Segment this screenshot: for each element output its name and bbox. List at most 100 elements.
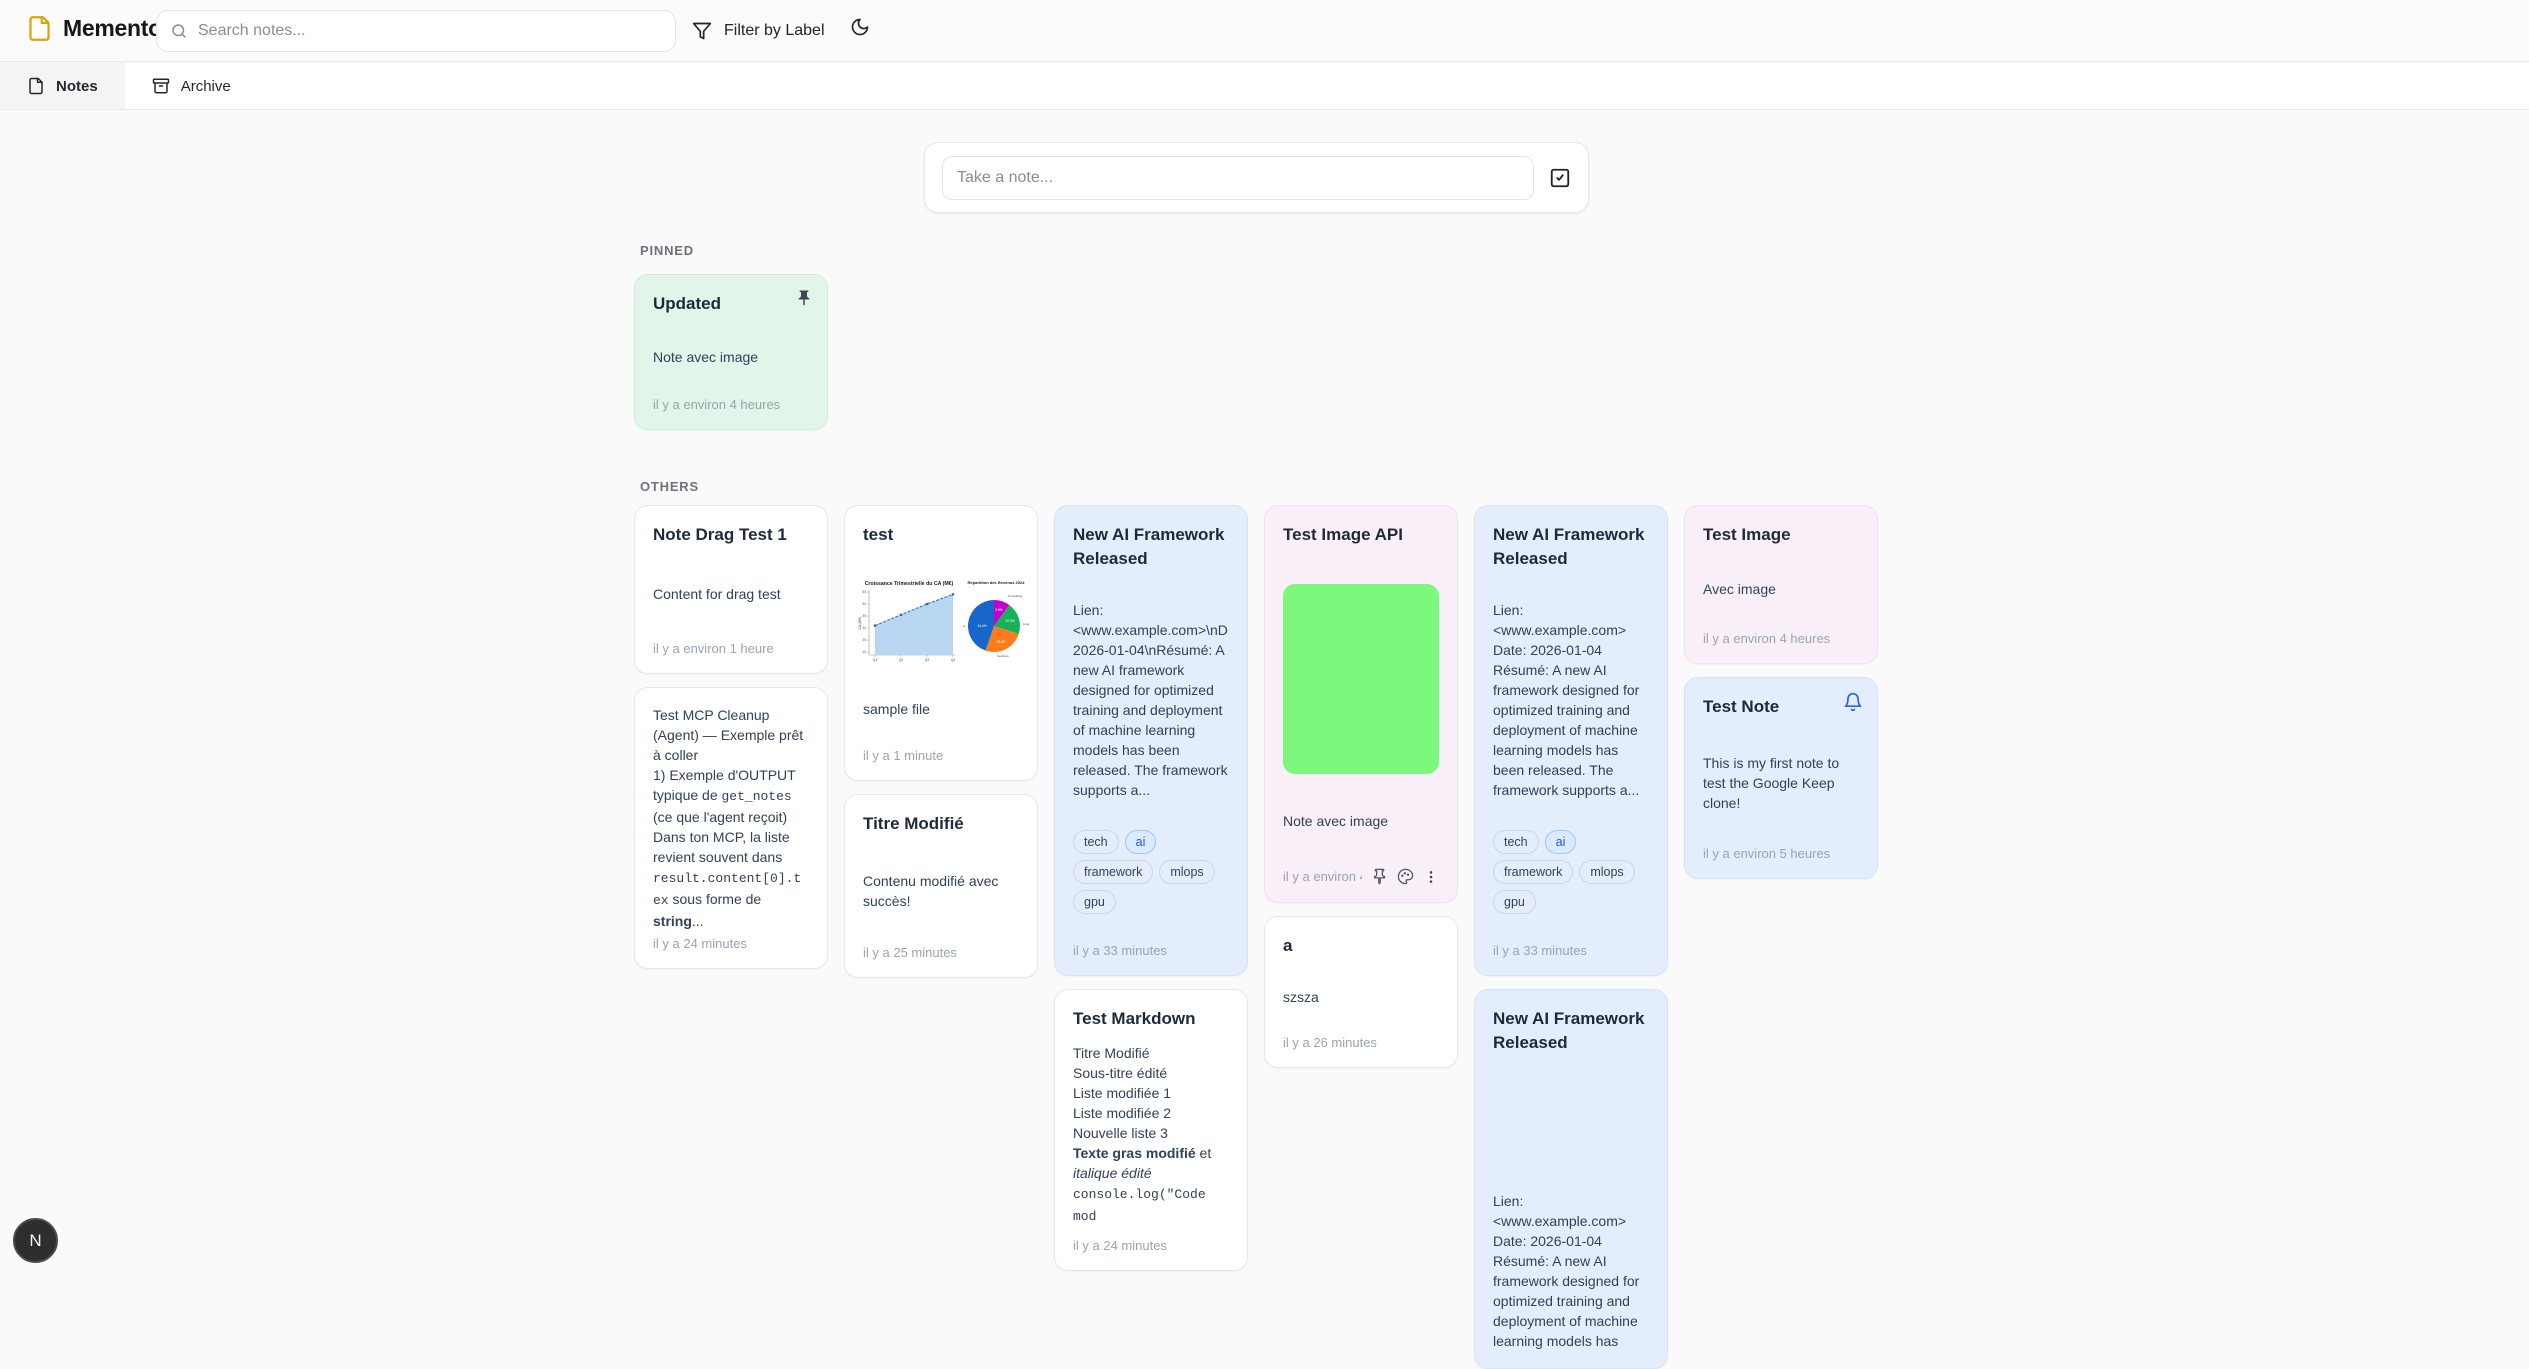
- take-a-note-composer: [924, 142, 1589, 213]
- svg-text:Q4: Q4: [951, 658, 956, 662]
- file-icon: [27, 77, 45, 95]
- dark-mode-toggle[interactable]: [850, 17, 870, 37]
- tag-chip[interactable]: framework: [1493, 859, 1574, 884]
- note-content: Note avec image: [1283, 813, 1389, 829]
- note-content-bold: string: [653, 913, 692, 929]
- tag-chip[interactable]: tech: [1493, 829, 1539, 854]
- note-title: Updated: [653, 294, 721, 313]
- tag-chip-ai[interactable]: ai: [1544, 829, 1577, 854]
- filter-by-label-button[interactable]: Filter by Label: [692, 15, 825, 47]
- note-card-ai-framework-3[interactable]: New AI Framework Released Lien: <www.exa…: [1474, 989, 1668, 1369]
- pie-chart-thumbnail: Répartition des Revenus 2024 Consulting …: [963, 580, 1029, 658]
- note-card-test[interactable]: test Croissance Trimestrielle du CA (M€)…: [844, 505, 1038, 781]
- note-title: Note Drag Test 1: [653, 525, 787, 544]
- tab-notes[interactable]: Notes: [0, 63, 125, 109]
- note-content: Avec image: [1703, 581, 1776, 597]
- note-tags: tech ai framework mlops gpu: [1493, 829, 1649, 914]
- note-card-a[interactable]: a szsza il y a 26 minutes: [1264, 916, 1458, 1068]
- note-footer: il y a environ 4 heures: [1283, 868, 1439, 885]
- reminder-bell-icon: [1843, 692, 1863, 712]
- note-title: Titre Modifié: [863, 814, 964, 833]
- note-card-updated[interactable]: Updated Note avec image il y a environ 4…: [634, 274, 828, 430]
- note-card-test-image[interactable]: Test Image Avec image il y a environ 4 h…: [1684, 505, 1878, 664]
- note-title: Test Image: [1703, 525, 1791, 544]
- note-content: This is my first note to test the Google…: [1703, 754, 1844, 811]
- note-title: test: [863, 525, 894, 544]
- notes-column-4: Test Image API Note avec image il y a en…: [1264, 505, 1458, 1369]
- svg-text:50: 50: [862, 602, 866, 606]
- note-content: Titre Modifié Sous-titre édité Liste mod…: [1073, 1043, 1229, 1227]
- note-tags: tech ai framework mlops gpu: [1073, 829, 1229, 914]
- tag-chip[interactable]: framework: [1073, 859, 1154, 884]
- note-timestamp: il y a 24 minutes: [1073, 1238, 1167, 1253]
- note-card-test-image-api[interactable]: Test Image API Note avec image il y a en…: [1264, 505, 1458, 903]
- notes-column-6: Test Image Avec image il y a environ 4 h…: [1684, 505, 1878, 1369]
- take-a-note-input[interactable]: [942, 155, 1534, 200]
- note-content: sample file: [863, 701, 930, 718]
- tag-chip[interactable]: gpu: [1073, 889, 1116, 914]
- avatar-initial: N: [29, 1230, 42, 1250]
- svg-text:Q1: Q1: [873, 658, 878, 662]
- note-content: Test MCP Cleanup (Agent) — Exemple prêt …: [653, 705, 809, 931]
- note-title: New AI Framework Released: [1493, 1009, 1645, 1052]
- note-content: Lien: <www.example.com> Date: 2026-01-04…: [1493, 1193, 1640, 1349]
- note-title: a: [1283, 936, 1293, 955]
- note-content-part: (ce que l'agent reçoit) Dans ton MCP, la…: [653, 809, 790, 865]
- tag-chip[interactable]: tech: [1073, 829, 1119, 854]
- view-tabbar: Notes Archive: [0, 63, 2529, 110]
- pin-icon: [1371, 868, 1388, 885]
- svg-text:Consulting: Consulting: [1008, 594, 1023, 598]
- note-card-drag-test[interactable]: Note Drag Test 1 Content for drag test i…: [634, 505, 828, 674]
- tag-chip[interactable]: gpu: [1493, 889, 1536, 914]
- svg-text:40: 40: [862, 614, 866, 618]
- notes-column-2: test Croissance Trimestrielle du CA (M€)…: [844, 505, 1038, 1369]
- notes-column-3: New AI Framework Released Lien: <www.exa…: [1054, 505, 1248, 1369]
- user-avatar-button[interactable]: N: [13, 1218, 58, 1263]
- others-section-label: OTHERS: [640, 479, 699, 494]
- note-content: szsza: [1283, 988, 1319, 1005]
- archive-icon: [152, 77, 170, 95]
- svg-text:Q2: Q2: [899, 658, 904, 662]
- svg-text:Produits: Produits: [963, 624, 965, 628]
- note-content: Lien: <www.example.com>\nD 2026-01-04\nR…: [1073, 602, 1232, 799]
- tab-notes-label: Notes: [56, 77, 98, 95]
- notes-column-5: New AI Framework Released Lien: <www.exa…: [1474, 505, 1668, 1369]
- svg-text:30: 30: [862, 626, 866, 630]
- tag-chip[interactable]: mlops: [1579, 859, 1635, 884]
- note-card-test-note[interactable]: Test Note This is my first note to test …: [1684, 677, 1878, 879]
- moon-icon: [850, 17, 870, 37]
- tag-chip[interactable]: mlops: [1159, 859, 1215, 884]
- app-title: Memento: [63, 15, 162, 41]
- note-content-code: console.log("Code mod: [1073, 1186, 1214, 1224]
- note-card-titre-modifie[interactable]: Titre Modifié Contenu modifié avec succè…: [844, 794, 1038, 978]
- note-menu-button[interactable]: [1423, 869, 1439, 885]
- note-title: New AI Framework Released: [1493, 525, 1645, 568]
- tab-archive[interactable]: Archive: [125, 63, 258, 109]
- note-color-button[interactable]: [1397, 868, 1414, 885]
- note-content-italic: italique édité: [1073, 1164, 1152, 1181]
- new-checklist-button[interactable]: [1549, 167, 1571, 189]
- note-title: Test Note: [1703, 697, 1780, 716]
- search-input[interactable]: [198, 22, 662, 40]
- note-card-ai-framework-1[interactable]: New AI Framework Released Lien: <www.exa…: [1054, 505, 1248, 976]
- pin-filled-icon[interactable]: [795, 289, 813, 307]
- note-card-mcp-cleanup[interactable]: Test MCP Cleanup (Agent) — Exemple prêt …: [634, 687, 828, 969]
- note-timestamp: il y a environ 1 heure: [653, 641, 774, 656]
- note-timestamp: il y a 25 minutes: [863, 945, 957, 960]
- note-timestamp: il y a environ 4 heures: [653, 397, 781, 412]
- app-logo: Memento: [26, 15, 162, 42]
- note-card-ai-framework-2[interactable]: New AI Framework Released Lien: <www.exa…: [1474, 505, 1668, 976]
- pinned-section-label: PINNED: [640, 243, 694, 258]
- checkbox-icon: [1549, 167, 1571, 189]
- app-header: Memento Filter by Label: [0, 0, 2529, 62]
- search-box: [156, 10, 676, 52]
- note-image-green[interactable]: [1283, 584, 1439, 774]
- note-logo-icon: [26, 15, 53, 42]
- note-card-test-markdown[interactable]: Test Markdown Titre Modifié Sous-titre é…: [1054, 989, 1248, 1271]
- pin-note-button[interactable]: [1371, 868, 1388, 885]
- tag-chip-ai[interactable]: ai: [1124, 829, 1157, 854]
- filter-label: Filter by Label: [724, 22, 825, 39]
- note-content-part: Titre Modifié Sous-titre édité Liste mod…: [1073, 1044, 1172, 1141]
- svg-text:20: 20: [862, 638, 866, 642]
- svg-text:Q3: Q3: [925, 658, 930, 662]
